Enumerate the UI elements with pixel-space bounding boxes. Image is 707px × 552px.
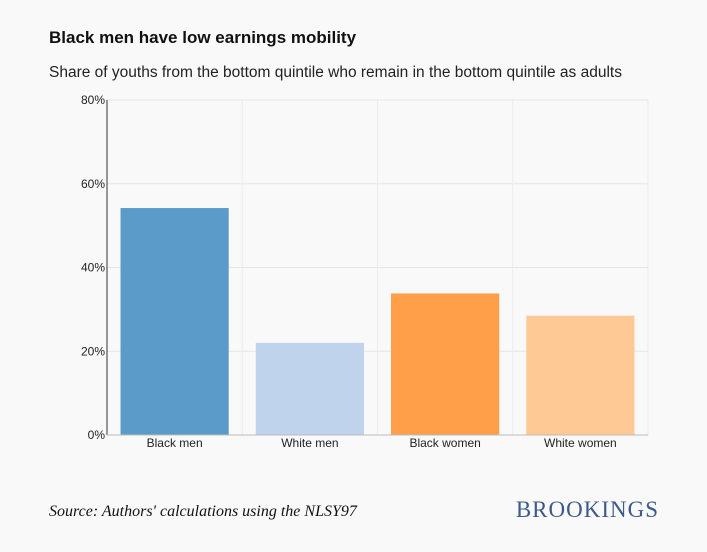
x-tick-label: Black women xyxy=(409,436,480,450)
source-note: Source: Authors' calculations using the … xyxy=(49,503,357,520)
brookings-logo: BROOKINGS xyxy=(515,497,659,522)
chart-subtitle: Share of youths from the bottom quintile… xyxy=(49,64,622,81)
bar-black-men xyxy=(120,208,229,435)
y-tick-label: 80% xyxy=(81,93,105,107)
bar-black-women xyxy=(391,293,500,435)
bar-white-women xyxy=(526,315,635,435)
y-tick-label: 0% xyxy=(88,428,106,442)
chart-title: Black men have low earnings mobility xyxy=(49,28,357,47)
x-tick-label: White men xyxy=(281,436,338,450)
x-tick-label: Black men xyxy=(147,436,203,450)
y-tick-label: 60% xyxy=(81,177,105,191)
x-tick-label: White women xyxy=(544,436,617,450)
y-tick-label: 20% xyxy=(81,344,105,358)
y-tick-label: 40% xyxy=(81,261,105,275)
bar-white-men xyxy=(255,342,364,435)
